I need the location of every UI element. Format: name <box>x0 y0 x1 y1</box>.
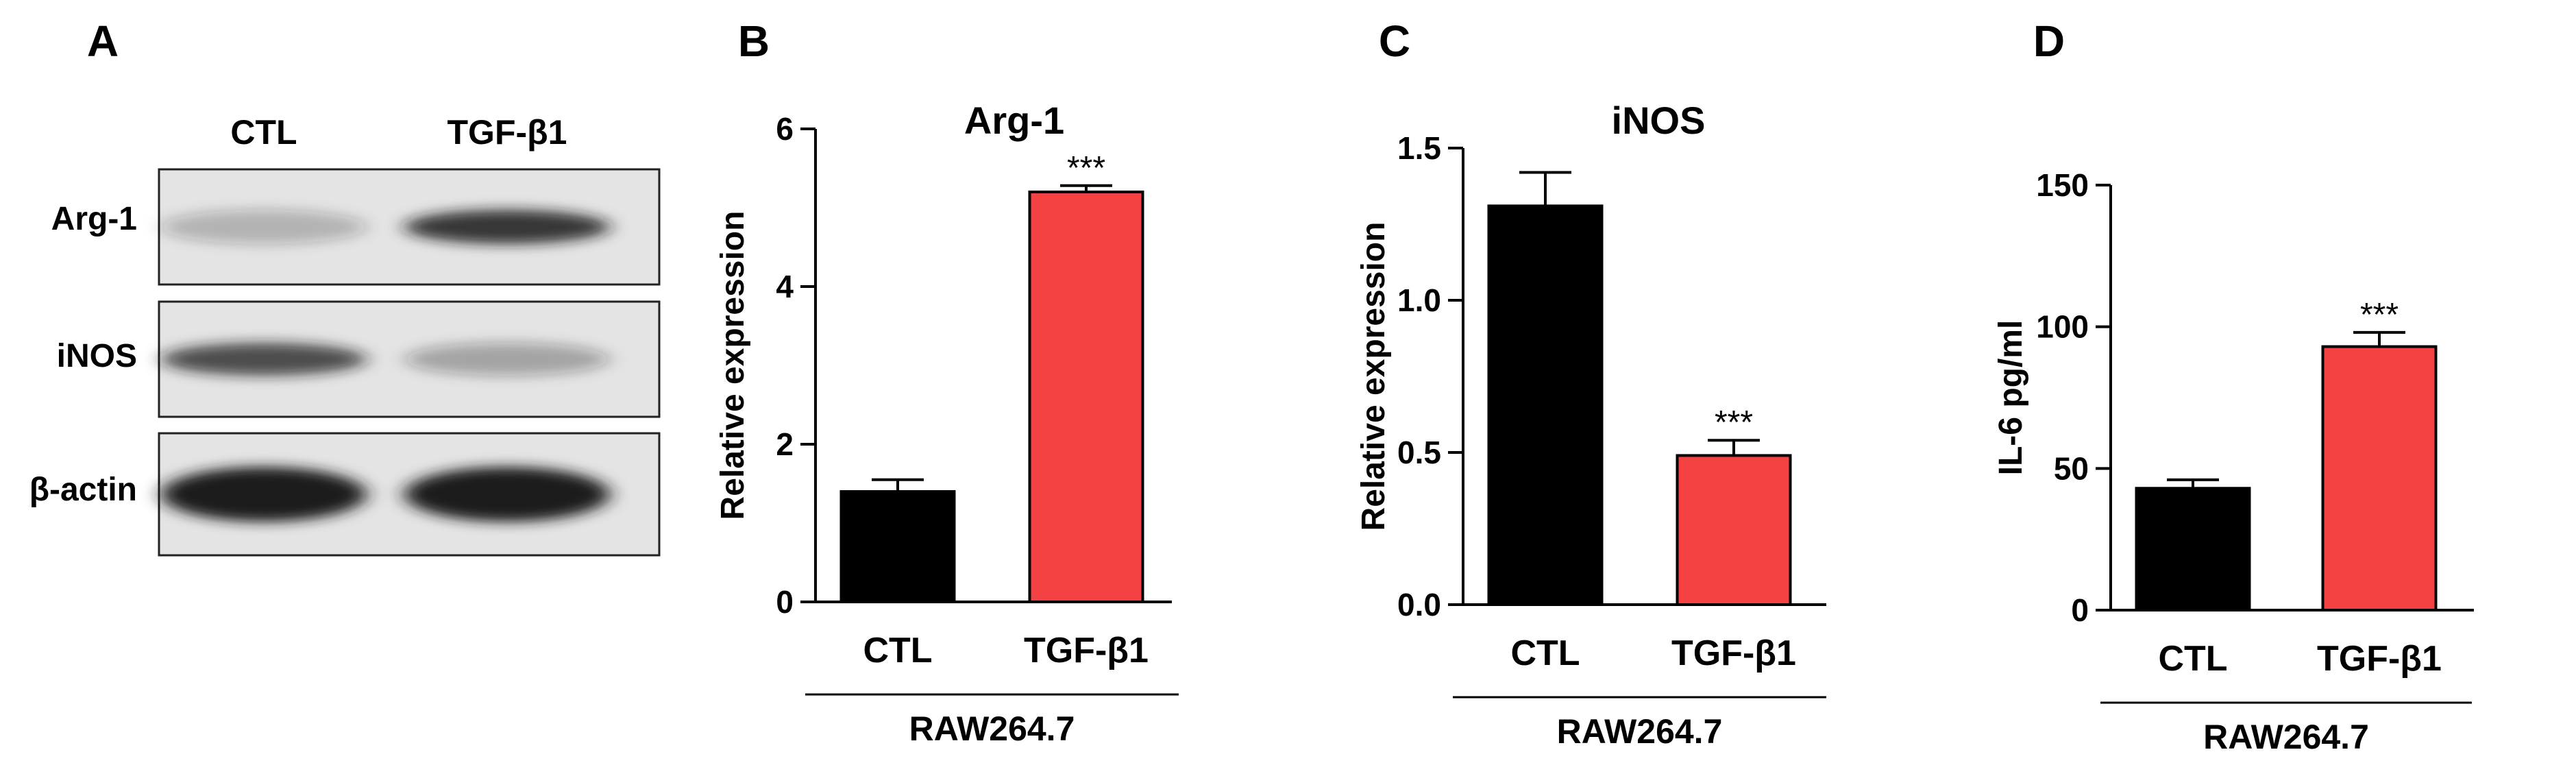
blot-band <box>161 343 367 376</box>
panel-letter: B <box>738 16 770 66</box>
group-label: RAW264.7 <box>909 710 1075 748</box>
bar-charts: B Arg-1 0 2 4 6 Relative expression CTL *** TGF-β… <box>715 16 2474 756</box>
panel-a-letter: A <box>87 16 119 66</box>
bar-tgf <box>1676 454 1792 606</box>
y-axis-label: IL-6 pg/ml <box>1993 320 2029 476</box>
panel-a-western-blot: A CTL TGF-β1 Arg-1 iNOS β-actin <box>29 16 661 557</box>
blot-row-label-bactin: β-actin <box>29 472 137 508</box>
blot-band <box>404 210 610 244</box>
x-category-label: TGF-β1 <box>1671 633 1796 673</box>
blot-band <box>404 467 610 522</box>
chart-panel-b: B Arg-1 0 2 4 6 Relative expression CTL *** TGF-β… <box>715 16 1179 748</box>
blot-row-label-arg1: Arg-1 <box>51 201 137 237</box>
blot-row-label-inos: iNOS <box>57 338 137 374</box>
blot-band <box>161 210 367 244</box>
x-category-label: CTL <box>863 631 932 670</box>
lane-label-tgf: TGF-β1 <box>447 113 567 152</box>
y-tick-label: 6 <box>776 111 794 147</box>
x-category-label: CTL <box>1510 633 1580 673</box>
lane-label-ctl: CTL <box>230 113 297 152</box>
y-tick-label: 2 <box>776 426 794 462</box>
y-tick-label: 100 <box>2036 309 2089 345</box>
bar-ctl <box>2135 487 2251 611</box>
x-category-label: TGF-β1 <box>2317 639 2442 679</box>
significance-marker: *** <box>1715 404 1753 441</box>
panel-letter: D <box>2033 16 2065 66</box>
group-label: RAW264.7 <box>2203 718 2369 756</box>
chart-title: Arg-1 <box>964 99 1064 142</box>
group-label: RAW264.7 <box>1557 712 1723 751</box>
y-tick-label: 0 <box>2071 592 2089 628</box>
y-tick-label: 150 <box>2036 167 2089 203</box>
bar-ctl <box>1487 204 1604 606</box>
bar-tgf <box>2321 345 2438 611</box>
x-category-label: CTL <box>2158 639 2227 679</box>
bar-tgf <box>1028 191 1144 603</box>
y-tick-label: 0 <box>776 584 794 620</box>
y-tick-label: 4 <box>776 269 794 304</box>
blot-strip-1 <box>158 300 661 418</box>
y-tick-label: 50 <box>2054 450 2089 486</box>
blot-strips <box>158 168 661 557</box>
significance-marker: *** <box>2360 297 2399 333</box>
y-tick-label: 1.0 <box>1397 282 1441 318</box>
x-category-label: TGF-β1 <box>1024 631 1149 670</box>
panel-letter: C <box>1379 16 1410 66</box>
chart-panel-d: D 0 50 100 150 IL-6 pg/ml CTL *** TGF-β1 RAW264.7 <box>1993 16 2474 756</box>
blot-strip-2 <box>158 432 661 557</box>
y-axis-label: Relative expression <box>715 211 751 520</box>
y-tick-label: 0.5 <box>1397 435 1441 470</box>
blot-band <box>404 343 610 376</box>
blot-band <box>161 467 367 522</box>
blot-strip-0 <box>158 168 661 286</box>
y-tick-label: 1.5 <box>1397 130 1441 166</box>
y-tick-label: 0.0 <box>1397 587 1441 622</box>
significance-marker: *** <box>1067 150 1105 186</box>
chart-title: iNOS <box>1612 99 1706 142</box>
bar-ctl <box>839 490 956 603</box>
y-axis-label: Relative expression <box>1356 222 1392 531</box>
